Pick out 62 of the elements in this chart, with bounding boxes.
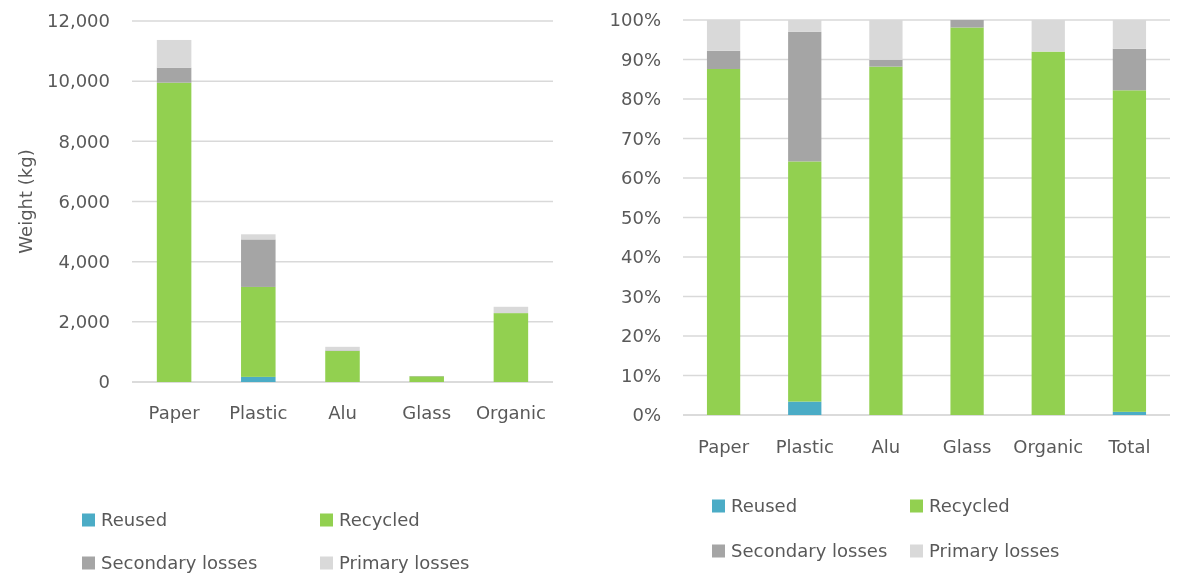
bar bbox=[1112, 48, 1147, 91]
x-tick-label: Plastic bbox=[775, 436, 834, 458]
bar bbox=[241, 234, 276, 240]
y-tick-label: 10,000 bbox=[47, 70, 110, 92]
bar bbox=[869, 66, 903, 415]
y-tick-label: 60% bbox=[620, 167, 661, 189]
legend-label: Primary losses bbox=[339, 552, 470, 574]
bar bbox=[493, 306, 529, 314]
bar bbox=[156, 82, 192, 382]
y-tick-label: 80% bbox=[620, 88, 661, 110]
x-tick-label: Total bbox=[1107, 436, 1151, 458]
y-tick-label: 12,000 bbox=[47, 10, 110, 32]
y-tick-label: 40% bbox=[620, 246, 661, 268]
legend-label: Recycled bbox=[929, 495, 1010, 517]
bar bbox=[788, 161, 822, 402]
y-tick-label: 50% bbox=[620, 206, 661, 228]
legend-label: Reused bbox=[731, 495, 798, 517]
x-tick-label: Plastic bbox=[229, 402, 288, 424]
y-tick-label: 90% bbox=[620, 48, 661, 70]
x-tick-label: Paper bbox=[148, 402, 201, 424]
x-tick-label: Alu bbox=[328, 402, 357, 424]
y-axis-title: Weight (kg) bbox=[15, 149, 37, 254]
bar bbox=[325, 351, 360, 382]
y-tick-label: 0% bbox=[632, 404, 661, 426]
x-tick-label: Alu bbox=[871, 436, 901, 458]
y-tick-label: 8,000 bbox=[58, 130, 110, 152]
bar bbox=[241, 239, 276, 287]
y-tick-label: 100% bbox=[609, 9, 661, 31]
y-tick-label: 4,000 bbox=[58, 250, 110, 272]
bar bbox=[950, 27, 984, 415]
y-tick-label: 6,000 bbox=[58, 190, 110, 212]
y-tick-label: 70% bbox=[620, 127, 661, 149]
x-tick-label: Organic bbox=[1013, 436, 1084, 458]
x-tick-label: Glass bbox=[942, 436, 992, 458]
legend-label: Primary losses bbox=[929, 540, 1060, 562]
bar bbox=[788, 31, 822, 162]
y-tick-label: 10% bbox=[620, 364, 661, 386]
y-tick-label: 2,000 bbox=[58, 311, 110, 333]
bar bbox=[241, 286, 276, 377]
bar bbox=[706, 50, 741, 69]
y-tick-label: 20% bbox=[620, 325, 661, 347]
bar bbox=[788, 401, 822, 415]
legend-label: Secondary losses bbox=[731, 540, 888, 562]
bar bbox=[1112, 411, 1147, 415]
legend-label: Reused bbox=[101, 509, 168, 531]
bar bbox=[1112, 90, 1147, 412]
bar bbox=[493, 313, 529, 382]
legend-label: Recycled bbox=[339, 509, 420, 531]
bar bbox=[409, 376, 444, 382]
x-tick-label: Organic bbox=[475, 402, 546, 424]
x-tick-label: Paper bbox=[698, 436, 750, 458]
bar bbox=[156, 67, 192, 83]
y-tick-label: 0 bbox=[98, 371, 110, 393]
y-tick-label: 30% bbox=[620, 285, 661, 307]
bar bbox=[241, 376, 276, 382]
x-tick-label: Glass bbox=[402, 402, 452, 424]
bar bbox=[869, 59, 903, 67]
bar bbox=[156, 39, 192, 68]
bar bbox=[706, 68, 741, 415]
bar bbox=[1031, 51, 1065, 415]
legend-label: Secondary losses bbox=[101, 552, 258, 574]
bar bbox=[950, 20, 984, 28]
